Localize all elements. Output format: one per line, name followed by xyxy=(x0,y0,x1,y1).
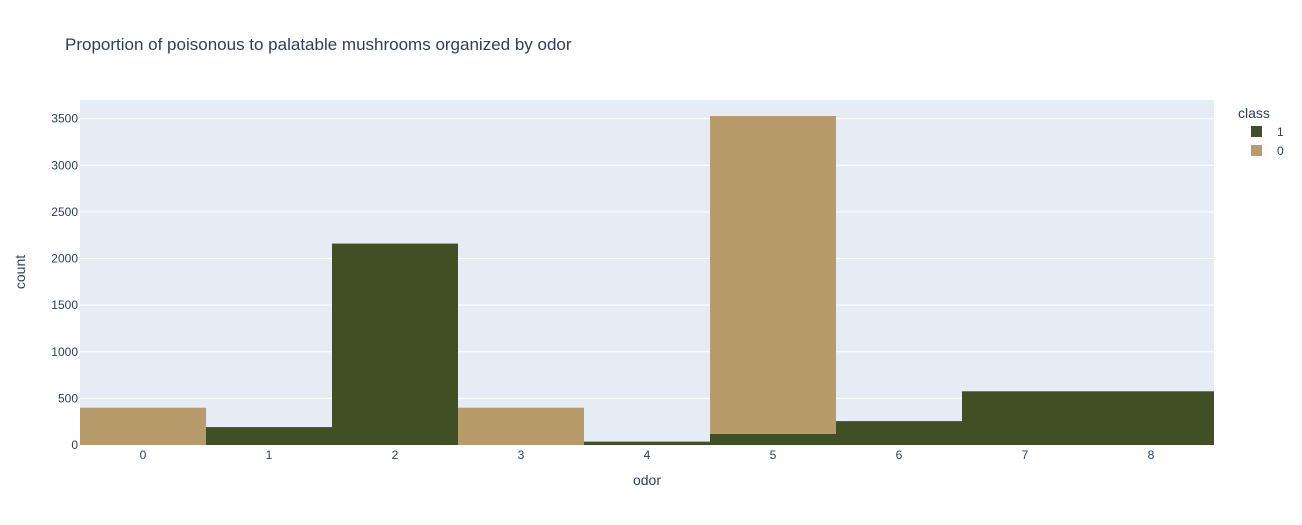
y-axis-title: count xyxy=(12,255,28,289)
gridlines xyxy=(80,118,1214,399)
bar-class-1-odor-1[interactable] xyxy=(206,427,332,445)
bars xyxy=(80,116,1214,445)
bar-class-0-odor-5[interactable] xyxy=(710,116,836,434)
y-tick-label: 500 xyxy=(58,391,78,405)
y-tick-label: 1500 xyxy=(51,298,78,312)
bar-class-1-odor-8[interactable] xyxy=(1088,391,1214,445)
bar-class-1-odor-5[interactable] xyxy=(710,433,836,445)
x-tick-label: 2 xyxy=(392,448,399,462)
y-axis-ticks: 0 500 1000 1500 2000 2500 3000 3500 xyxy=(51,112,78,452)
x-axis-ticks: 0 1 2 3 4 5 6 7 8 xyxy=(140,448,1155,462)
legend-label: 1 xyxy=(1277,125,1284,139)
y-tick-label: 3500 xyxy=(51,112,78,126)
bar-class-1-odor-4[interactable] xyxy=(584,441,710,445)
x-tick-label: 1 xyxy=(266,448,273,462)
y-tick-label: 1000 xyxy=(51,345,78,359)
x-tick-label: 3 xyxy=(518,448,525,462)
bar-class-1-odor-2[interactable] xyxy=(332,243,458,445)
bar-class-0-odor-0[interactable] xyxy=(80,407,206,445)
x-tick-label: 0 xyxy=(140,448,147,462)
legend-swatch xyxy=(1251,126,1262,137)
y-tick-label: 2000 xyxy=(51,252,78,266)
legend-title: class xyxy=(1238,105,1270,121)
x-tick-label: 7 xyxy=(1022,448,1029,462)
bar-class-0-odor-3[interactable] xyxy=(458,407,584,445)
x-axis-title: odor xyxy=(633,472,661,488)
legend-item-0[interactable]: 0 xyxy=(1251,144,1284,158)
y-tick-label: 0 xyxy=(71,438,78,452)
chart-title: Proportion of poisonous to palatable mus… xyxy=(65,35,572,54)
x-tick-label: 5 xyxy=(770,448,777,462)
legend[interactable]: class 10 xyxy=(1238,105,1284,158)
legend-items[interactable]: 10 xyxy=(1251,125,1284,158)
legend-label: 0 xyxy=(1277,144,1284,158)
legend-item-1[interactable]: 1 xyxy=(1251,125,1284,139)
x-tick-label: 8 xyxy=(1148,448,1155,462)
y-tick-label: 3000 xyxy=(51,158,78,172)
legend-swatch xyxy=(1251,145,1262,156)
y-tick-label: 2500 xyxy=(51,205,78,219)
x-tick-label: 6 xyxy=(896,448,903,462)
plot-area xyxy=(80,100,1214,445)
x-tick-label: 4 xyxy=(644,448,651,462)
bar-class-1-odor-6[interactable] xyxy=(836,421,962,445)
bar-class-1-odor-7[interactable] xyxy=(962,391,1088,445)
